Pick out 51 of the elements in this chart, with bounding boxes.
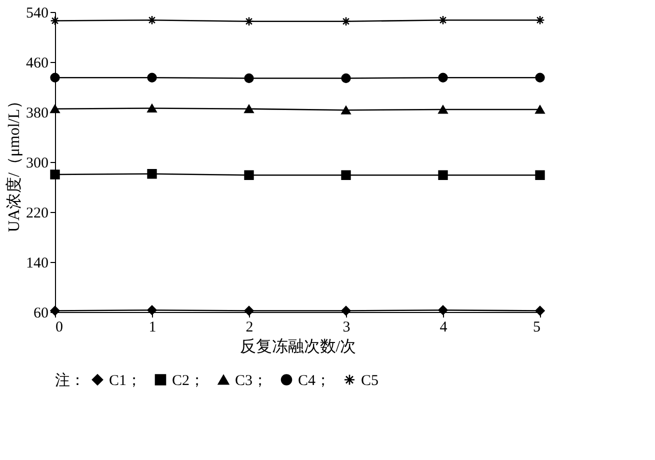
y-tick-label: 220 <box>26 206 48 222</box>
point <box>341 106 351 114</box>
point <box>244 73 254 84</box>
point <box>147 15 157 25</box>
point <box>535 72 545 82</box>
x-tick-label: 1 <box>148 320 156 336</box>
point <box>341 16 351 26</box>
point <box>50 72 60 82</box>
y-tick-label: 300 <box>26 156 48 172</box>
point <box>147 72 157 82</box>
point <box>147 169 157 179</box>
y-axis-title: UA浓度/（μmol/L） <box>5 92 23 232</box>
point <box>535 306 545 316</box>
point <box>244 170 254 180</box>
legend-label: C5 <box>361 372 379 389</box>
legend-label: C3； <box>235 372 268 389</box>
point <box>341 306 351 316</box>
y-tick-label: 140 <box>26 256 48 272</box>
x-tick-label: 0 <box>56 320 63 336</box>
point <box>50 104 60 114</box>
point <box>438 305 448 315</box>
x-axis-title: 反复冻融次数/次 <box>240 338 356 356</box>
point <box>438 170 448 180</box>
x-tick-label: 4 <box>440 320 448 336</box>
point <box>535 15 545 25</box>
x-tick-label: 5 <box>533 320 540 336</box>
x-tick-label: 3 <box>342 320 350 336</box>
x-tick-label: 2 <box>246 320 254 336</box>
point <box>50 306 60 316</box>
point <box>341 170 351 180</box>
point <box>341 73 351 84</box>
point <box>438 72 448 82</box>
y-tick-label: 60 <box>34 306 48 322</box>
y-tick-label: 460 <box>26 56 48 72</box>
point <box>50 16 60 26</box>
legend-title: 注： <box>55 372 85 389</box>
point <box>244 306 254 316</box>
point <box>535 170 545 180</box>
y-tick-label: 540 <box>26 6 48 22</box>
point <box>244 16 254 26</box>
legend-label: C2； <box>172 372 205 389</box>
point <box>244 104 254 114</box>
point <box>438 105 448 114</box>
point <box>535 105 545 114</box>
point <box>438 15 448 25</box>
y-tick-label: 380 <box>26 106 48 122</box>
point <box>50 170 60 180</box>
point <box>147 305 157 315</box>
legend-label: C4； <box>298 372 331 389</box>
legend-label: C1； <box>109 372 142 389</box>
point <box>147 104 157 113</box>
